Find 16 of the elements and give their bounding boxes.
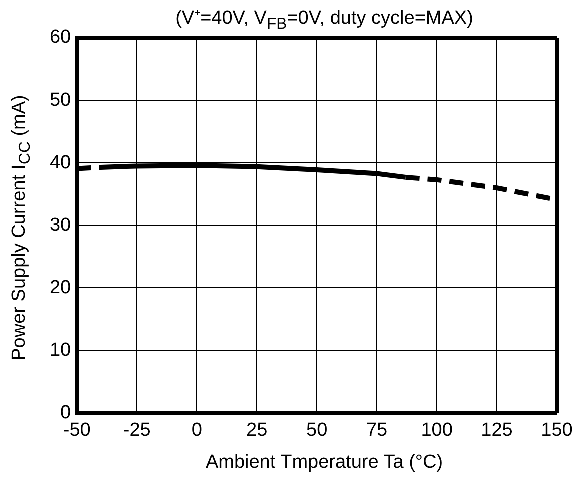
y-tick-label: 10 <box>50 340 72 361</box>
x-tick-label: 100 <box>421 420 453 441</box>
y-tick-label: 40 <box>50 152 72 174</box>
y-tick-label: 60 <box>50 27 72 48</box>
y-tick-label: 20 <box>50 277 72 298</box>
y-tick-label: 30 <box>50 214 72 236</box>
x-tick-label: 0 <box>192 420 202 441</box>
x-tick-label: 125 <box>481 420 513 441</box>
x-tick-label: -25 <box>123 420 151 441</box>
y-tick-label: 50 <box>50 90 72 111</box>
x-tick-label: 25 <box>246 420 268 441</box>
x-tick-label: 50 <box>306 420 328 441</box>
x-tick-label: 150 <box>541 420 573 441</box>
chart-title: (V⁺=40V, V$_{FB}$=0V, duty cycle=MAX) <box>174 7 474 34</box>
x-tick-label: 75 <box>366 420 388 441</box>
x-axis-title: Ambient Tmperature Ta (°C) <box>204 452 444 474</box>
